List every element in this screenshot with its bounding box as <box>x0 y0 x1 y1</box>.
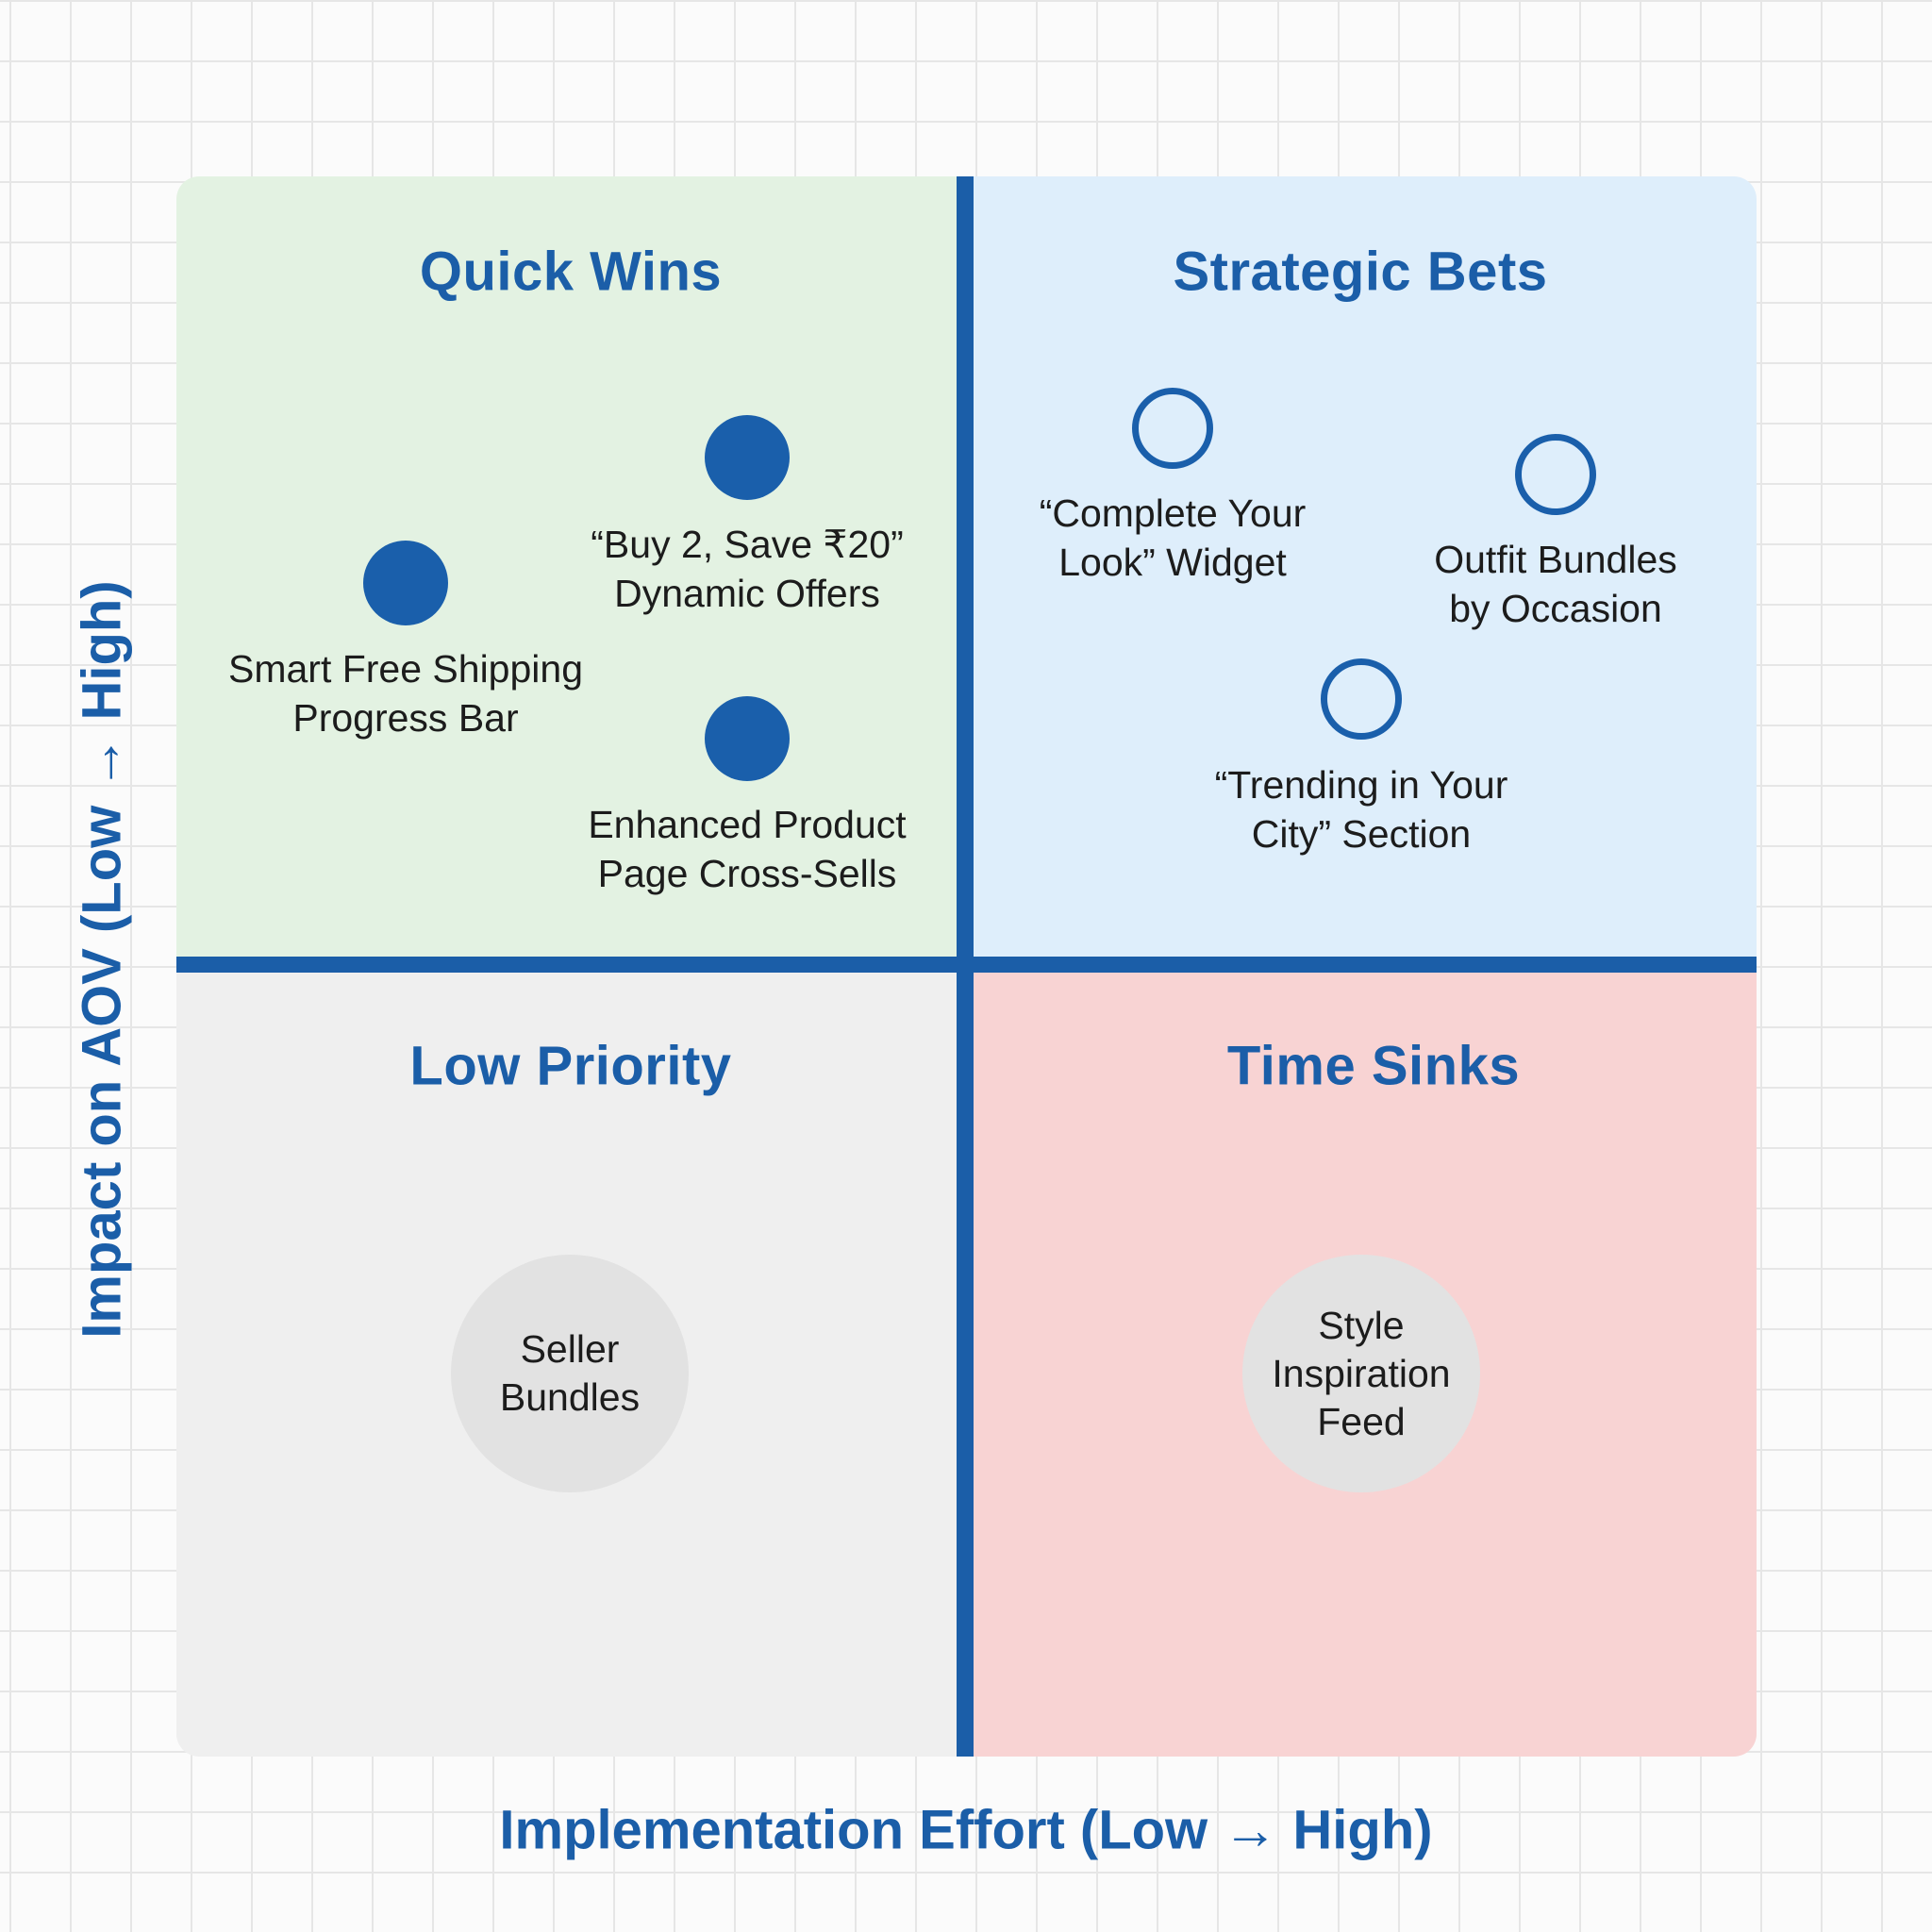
style-inspiration-label: Style Inspiration Feed <box>1272 1303 1451 1443</box>
y-axis-label: Impact on AOV (Low → High) <box>71 580 133 1339</box>
x-axis-label: Implementation Effort (Low → High) <box>499 1799 1433 1861</box>
quick-wins-title: Quick Wins <box>419 241 723 303</box>
quadrant-quick-wins <box>176 176 965 959</box>
complete-your-look-marker <box>1132 388 1213 469</box>
dynamic-offers-marker <box>705 415 790 500</box>
time-sinks-title: Time Sinks <box>1226 1035 1521 1097</box>
priority-matrix <box>176 176 1757 1757</box>
seller-bundles-label: Seller Bundles <box>499 1327 641 1419</box>
outfit-bundles-marker <box>1515 434 1596 515</box>
strategic-bets-title: Strategic Bets <box>1173 241 1548 303</box>
free-shipping-bar-marker <box>363 541 448 625</box>
complete-your-look-label: “Complete Your Look” Widget <box>1039 491 1307 584</box>
seller-bundles-bubble: Seller Bundles <box>451 1255 689 1492</box>
cross-sells-marker <box>705 696 790 781</box>
cross-sells-label: Enhanced Product Page Cross-Sells <box>588 803 907 895</box>
style-inspiration-bubble: Style Inspiration Feed <box>1242 1255 1480 1492</box>
outfit-bundles-label: Outfit Bundles by Occasion <box>1434 538 1677 630</box>
low-priority-title: Low Priority <box>409 1035 732 1097</box>
free-shipping-bar-label: Smart Free Shipping Progress Bar <box>227 647 584 740</box>
dynamic-offers-label: “Buy 2, Save ₹20” Dynamic Offers <box>591 523 904 615</box>
quadrant-strategic-bets <box>965 176 1757 959</box>
trending-in-city-label: “Trending in Your City” Section <box>1214 763 1508 856</box>
trending-in-city-marker <box>1321 658 1402 740</box>
horizontal-divider <box>176 957 1757 973</box>
